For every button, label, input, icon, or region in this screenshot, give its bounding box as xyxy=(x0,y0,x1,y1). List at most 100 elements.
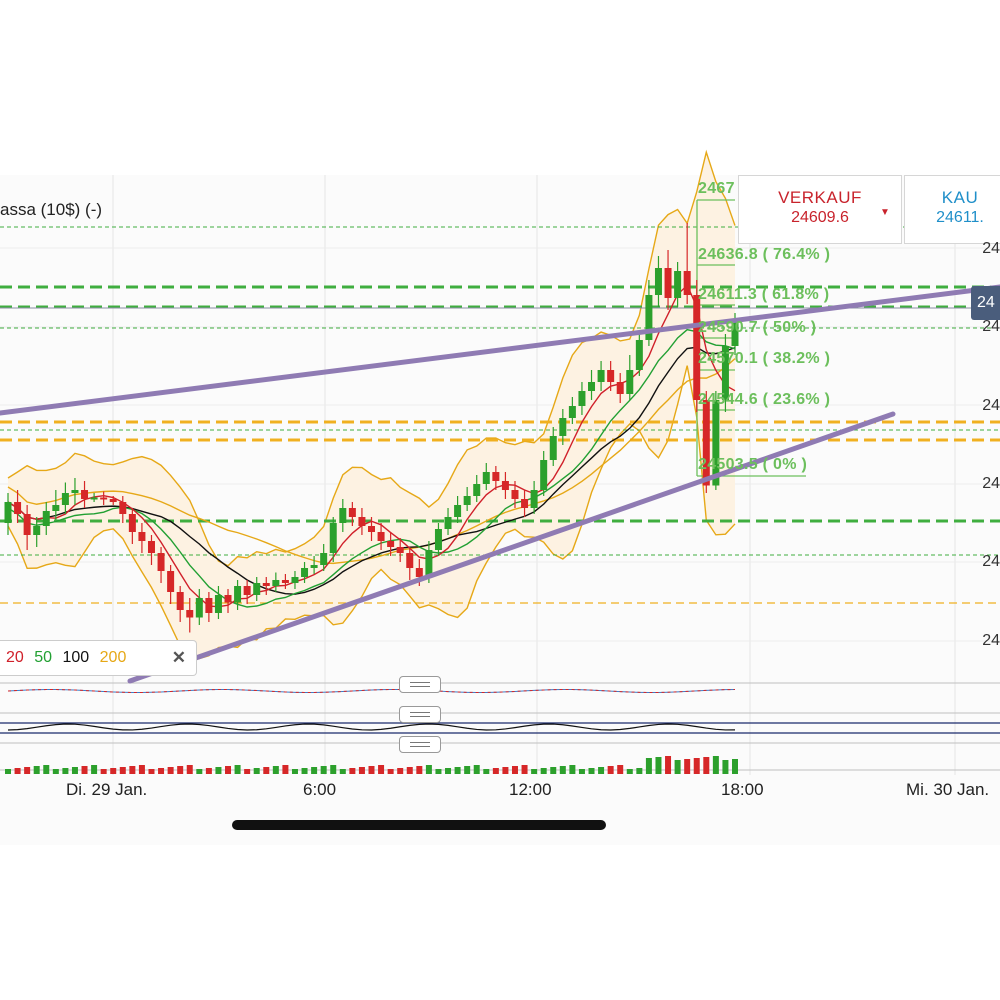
volume-bar xyxy=(416,766,423,774)
candle-body xyxy=(396,547,404,553)
buy-button[interactable]: KAU 24611. xyxy=(904,175,1000,244)
candle-body xyxy=(224,595,232,603)
legend-sma100[interactable]: 100 xyxy=(62,649,90,666)
volume-bar xyxy=(196,769,203,774)
bollinger-lower-line xyxy=(7,365,736,662)
volume-bar xyxy=(14,768,21,774)
volume-bar xyxy=(492,768,499,774)
volume-bar xyxy=(732,759,738,774)
candle-body xyxy=(195,598,203,618)
panel-resize-handle[interactable] xyxy=(399,706,441,723)
candle-body xyxy=(559,418,567,436)
candle-body xyxy=(645,295,653,340)
candle-body xyxy=(109,499,117,502)
legend-sma20[interactable]: 20 xyxy=(6,649,24,666)
lower-trendline xyxy=(127,411,896,684)
candle-body xyxy=(482,472,490,484)
macd-signal-line xyxy=(7,689,736,693)
candle-body xyxy=(377,532,385,541)
sell-button[interactable]: VERKAUF 24609.6 xyxy=(738,175,902,244)
candle-body xyxy=(731,322,739,346)
candle-body xyxy=(14,502,22,514)
legend-sma200[interactable]: 200 xyxy=(99,649,127,666)
candle-body xyxy=(511,490,519,499)
candle-body xyxy=(100,497,108,500)
volume-bar xyxy=(215,767,222,774)
candle-body xyxy=(61,493,69,505)
volume-bar xyxy=(43,765,50,774)
volume-bar xyxy=(540,768,547,774)
sma100-line xyxy=(7,346,736,595)
candle-body xyxy=(348,508,356,517)
bollinger-band-fill xyxy=(8,152,735,662)
candle-body xyxy=(530,490,538,508)
candle-body xyxy=(157,553,165,571)
candle-body xyxy=(167,571,175,592)
x-axis-label: 18:00 xyxy=(721,780,764,799)
candle-body xyxy=(301,568,309,577)
fib-label-50: 24590.7 ( 50% ) xyxy=(698,319,817,336)
candle-body xyxy=(549,436,557,460)
candle-body xyxy=(568,406,576,418)
price-axis-label: 24 xyxy=(982,632,1000,649)
candle-body xyxy=(329,523,337,553)
candle-body xyxy=(425,550,433,577)
volume-bar xyxy=(445,768,452,774)
volume-bar xyxy=(502,767,509,774)
home-indicator[interactable] xyxy=(232,820,606,830)
close-icon[interactable]: ✕ xyxy=(171,648,186,667)
volume-bar xyxy=(598,767,605,774)
volume-bar xyxy=(110,768,117,774)
volume-bar xyxy=(301,768,308,774)
candle-body xyxy=(712,400,720,486)
volume-bar xyxy=(244,769,251,774)
volume-bar xyxy=(186,765,193,774)
fib-label-23: 24544.6 ( 23.6% ) xyxy=(698,391,831,408)
candle-body xyxy=(683,271,691,295)
candle-body xyxy=(33,526,41,535)
candle-body xyxy=(454,505,462,517)
volume-bar xyxy=(320,766,327,774)
candle-body xyxy=(626,370,634,394)
volume-bar xyxy=(272,766,279,774)
x-axis-label: 12:00 xyxy=(509,780,552,799)
fib-label-top: 2467 xyxy=(698,180,735,197)
volume-bar xyxy=(119,767,126,774)
volume-bar xyxy=(349,768,356,774)
panel-resize-handle[interactable] xyxy=(399,676,441,693)
volume-bar xyxy=(435,769,442,774)
panel-resize-handle[interactable] xyxy=(399,736,441,753)
volume-bar xyxy=(71,767,78,774)
volume-bar xyxy=(559,766,566,774)
candle-body xyxy=(358,517,366,526)
legend-sma50[interactable]: 50 xyxy=(34,649,53,666)
candle-body xyxy=(128,514,136,532)
candle-body xyxy=(214,595,222,613)
candle-body xyxy=(281,580,289,583)
volume-bar xyxy=(511,766,518,774)
volume-bar xyxy=(397,768,404,774)
price-axis-label: 24 xyxy=(982,240,1000,257)
fib-label-76: 24636.8 ( 76.4% ) xyxy=(698,246,831,263)
volume-bar xyxy=(311,767,318,774)
volume-bar xyxy=(167,767,174,774)
volume-bar xyxy=(177,766,184,774)
volume-bar xyxy=(473,765,480,774)
candle-body xyxy=(616,382,624,394)
sell-label: VERKAUF xyxy=(778,188,862,207)
candle-body xyxy=(262,583,270,586)
sell-dropdown-arrow-icon[interactable]: ▼ xyxy=(880,207,890,218)
volume-bar xyxy=(387,769,394,774)
candle-body xyxy=(434,529,442,550)
candle-body xyxy=(521,499,529,508)
candle-body xyxy=(540,460,548,490)
candle-body xyxy=(339,508,347,523)
volume-bar xyxy=(81,766,88,774)
volume-bar xyxy=(138,765,145,774)
volume-bar xyxy=(368,766,375,774)
candle-body xyxy=(654,268,662,295)
candle-body xyxy=(721,346,729,400)
volume-bar xyxy=(234,765,241,774)
